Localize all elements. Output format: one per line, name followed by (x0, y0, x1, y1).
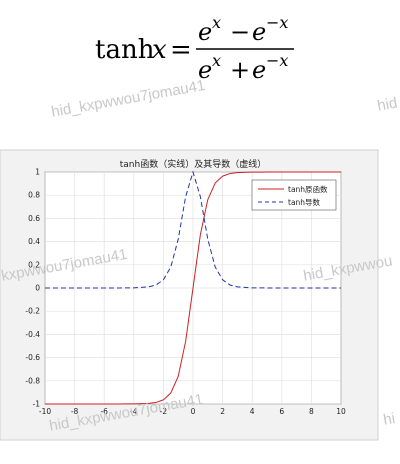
numerator-base-b: e (252, 18, 266, 46)
x-tick-label: 0 (191, 407, 196, 416)
denominator-operator: + (230, 56, 250, 84)
denominator-exp-b: −x (266, 51, 288, 70)
formula-equals: = (170, 35, 192, 65)
y-tick-label: 0 (35, 284, 40, 293)
x-tick-label: -2 (160, 407, 168, 416)
x-tick-label: 8 (309, 407, 314, 416)
y-tick-label: 1 (35, 168, 40, 177)
legend-label-tanh: tanh原函数 (288, 184, 328, 194)
denominator-base-a: e (198, 56, 212, 84)
y-tick-label: 0.6 (28, 214, 40, 223)
tanh-chart: -10 -8 -6 -4 -2 0 2 4 6 8 10 1 0.8 0.6 0.4 0.2 0 -0.2 -0.4… (0, 149, 379, 441)
x-tick-label: -4 (130, 407, 138, 416)
chart-title: tanh函数（实线）及其导数（虚线） (120, 158, 266, 170)
y-tick-label: 0.2 (28, 260, 40, 269)
legend-label-derivative: tanh导数 (288, 197, 321, 207)
x-tick-label: -6 (100, 407, 108, 416)
legend: tanh原函数 tanh导数 (251, 179, 337, 211)
series-layer (45, 170, 341, 405)
tick-labels: -10 -8 -6 -4 -2 0 2 4 6 8 10 1 0.8 0.6 0.4 0.2 0 -0.2 -0.4… (25, 168, 346, 417)
x-tick-label: 4 (250, 407, 255, 416)
denominator-exp-a: x (212, 51, 221, 70)
numerator-operator: − (230, 18, 250, 46)
y-tick-label: -1 (33, 400, 41, 409)
tanh-series-line (45, 171, 341, 405)
derivative-series-line (45, 170, 341, 289)
x-tick-label: 6 (279, 407, 284, 416)
x-tick-label: -8 (71, 407, 79, 416)
y-tick-label: -0.4 (25, 330, 40, 339)
legend-box (251, 179, 337, 211)
x-tick-label: -10 (39, 407, 51, 416)
denominator-base-b: e (252, 56, 266, 84)
numerator-exp-a: x (212, 13, 221, 32)
y-tick-label: 0.8 (28, 191, 40, 200)
numerator-base-a: e (198, 18, 212, 46)
y-tick-label: -0.8 (25, 376, 40, 385)
y-tick-label: 0.4 (28, 237, 40, 246)
x-tick-label: 10 (336, 407, 346, 416)
formula-lhs: tanh (95, 35, 155, 65)
tanh-formula: tanh x = e x − e −x e x + e −x (95, 13, 294, 84)
y-tick-label: -0.2 (25, 307, 40, 316)
x-tick-label: 2 (220, 407, 225, 416)
y-tick-label: -0.6 (25, 353, 40, 362)
formula-variable: x (152, 35, 167, 65)
numerator-exp-b: −x (266, 13, 288, 32)
